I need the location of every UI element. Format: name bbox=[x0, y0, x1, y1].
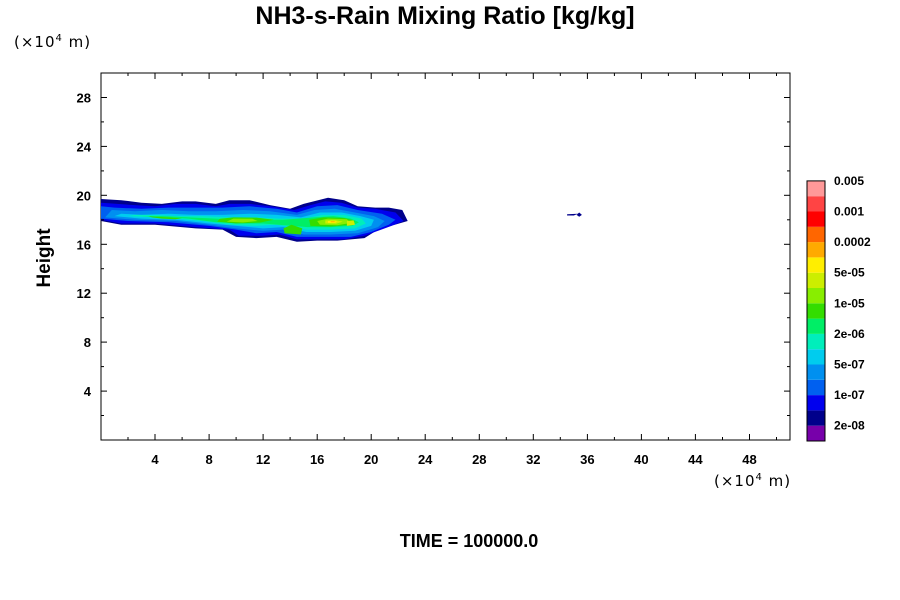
y-tick-label: 28 bbox=[77, 91, 91, 106]
colorbar-label: 0.001 bbox=[834, 205, 864, 219]
colorbar-swatch bbox=[807, 288, 825, 304]
colorbar-swatch bbox=[807, 303, 825, 319]
colorbar-swatch bbox=[807, 364, 825, 380]
x-tick-label: 44 bbox=[688, 452, 703, 467]
x-tick-label: 8 bbox=[205, 452, 212, 467]
colorbar-swatch bbox=[807, 318, 825, 334]
y-unit-exponent: 4 bbox=[55, 33, 63, 44]
colorbar-swatch bbox=[807, 226, 825, 243]
x-unit-prefix: (×10 bbox=[714, 472, 756, 490]
x-ticks: 4 8 12 16 20 24 28 32 36 40 44 48 bbox=[127, 73, 777, 467]
contour-region-17 bbox=[567, 213, 578, 216]
colorbar-swatch bbox=[807, 180, 825, 197]
contour-region-16 bbox=[330, 221, 335, 223]
y-tick-label: 12 bbox=[77, 286, 91, 301]
plot-frame bbox=[100, 72, 791, 441]
colorbar-swatch bbox=[807, 379, 825, 396]
x-tick-label: 36 bbox=[580, 452, 594, 467]
x-tick-label: 32 bbox=[526, 452, 540, 467]
colorbar: 2e-08 1e-07 5e-07 2e-06 1e-05 5e-05 0.0002 0.00… bbox=[806, 174, 871, 442]
colorbar-swatch bbox=[807, 211, 825, 227]
colorbar-label: 0.005 bbox=[834, 174, 864, 188]
colorbar-swatch bbox=[807, 425, 825, 441]
colorbar-label: 1e-07 bbox=[834, 388, 865, 402]
y-unit-suffix: m) bbox=[62, 33, 92, 51]
colorbar-label: 1e-05 bbox=[834, 296, 865, 310]
colorbar-swatch bbox=[807, 196, 825, 212]
colorbar-swatch bbox=[807, 395, 825, 411]
y-ticks: 4 8 12 16 20 24 28 bbox=[77, 91, 790, 416]
colorbar-label: 0.0002 bbox=[834, 235, 871, 249]
colorbar-swatch bbox=[807, 272, 825, 288]
x-unit-suffix: m) bbox=[762, 472, 792, 490]
x-tick-label: 48 bbox=[742, 452, 756, 467]
colorbar-label: 2e-08 bbox=[834, 419, 865, 433]
colorbar-swatch bbox=[807, 257, 825, 273]
colorbar-label: 2e-06 bbox=[834, 327, 865, 341]
y-tick-label: 4 bbox=[84, 384, 92, 399]
colorbar-swatch bbox=[807, 242, 825, 258]
contour-regions bbox=[101, 197, 582, 242]
chart-title: NH3-s-Rain Mixing Ratio [kg/kg] bbox=[255, 2, 635, 30]
colorbar-swatch bbox=[807, 410, 825, 426]
y-tick-label: 16 bbox=[77, 237, 91, 252]
contour-region-7 bbox=[148, 216, 183, 220]
y-tick-label: 8 bbox=[84, 335, 91, 350]
x-tick-label: 24 bbox=[418, 452, 433, 467]
x-tick-label: 12 bbox=[256, 452, 270, 467]
colorbar-label: 5e-05 bbox=[834, 266, 865, 280]
x-tick-label: 28 bbox=[472, 452, 486, 467]
x-unit-exponent: 4 bbox=[755, 472, 763, 483]
contour-region-10 bbox=[283, 224, 303, 235]
y-axis-unit: (×104 m) bbox=[14, 33, 91, 51]
contour-region-14 bbox=[346, 220, 355, 226]
contour-region-18 bbox=[576, 212, 582, 217]
x-tick-label: 40 bbox=[634, 452, 648, 467]
y-unit-prefix: (×10 bbox=[14, 33, 56, 51]
colorbar-swatch bbox=[807, 349, 825, 365]
x-axis-unit: (×104 m) bbox=[714, 472, 791, 490]
x-tick-label: 16 bbox=[310, 452, 324, 467]
y-tick-label: 24 bbox=[77, 139, 92, 154]
time-label: TIME = 100000.0 bbox=[399, 531, 539, 551]
contour-region-11 bbox=[226, 218, 258, 223]
x-tick-label: 4 bbox=[151, 452, 159, 467]
colorbar-swatch bbox=[807, 333, 825, 350]
x-tick-label: 20 bbox=[364, 452, 378, 467]
colorbar-frame bbox=[806, 180, 826, 442]
y-tick-label: 20 bbox=[77, 188, 91, 203]
colorbar-label: 5e-07 bbox=[834, 358, 865, 372]
y-axis-label: Height bbox=[34, 228, 55, 288]
